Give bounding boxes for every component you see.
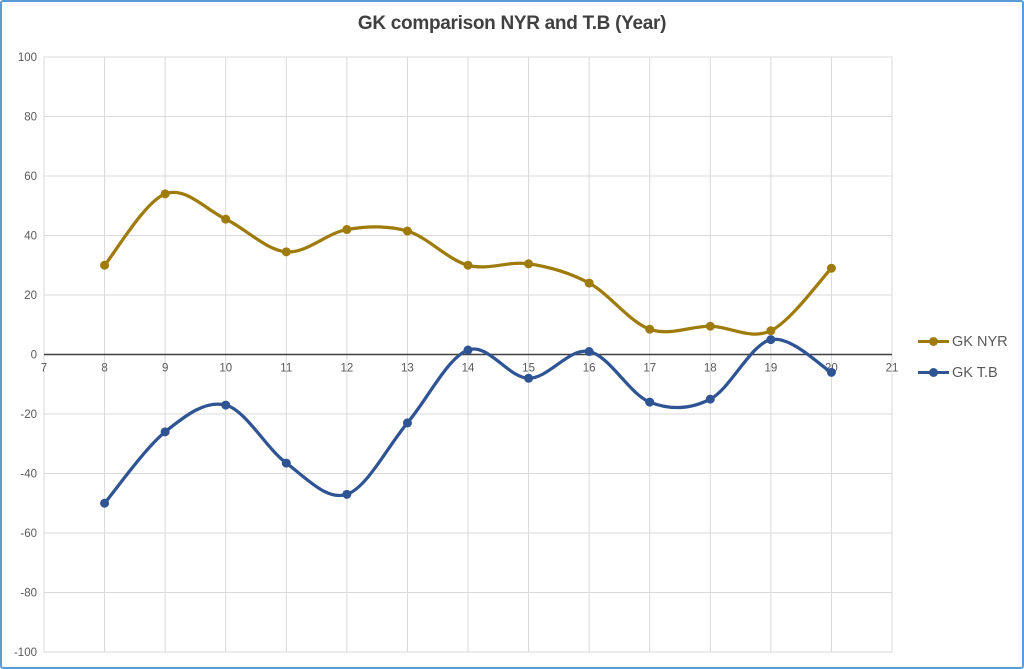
svg-text:9: 9 bbox=[162, 363, 168, 375]
svg-text:20: 20 bbox=[24, 290, 37, 302]
svg-text:7: 7 bbox=[41, 363, 47, 375]
svg-text:18: 18 bbox=[704, 363, 717, 375]
legend-label-gk-tb: GK T.B bbox=[952, 365, 998, 381]
svg-text:12: 12 bbox=[340, 363, 353, 375]
svg-text:17: 17 bbox=[643, 363, 656, 375]
svg-text:11: 11 bbox=[280, 363, 292, 375]
svg-text:8: 8 bbox=[101, 363, 107, 375]
svg-text:-60: -60 bbox=[20, 528, 37, 540]
legend-entry-gk-nyr: GK NYR bbox=[918, 331, 1008, 353]
svg-text:80: 80 bbox=[24, 112, 37, 124]
svg-text:100: 100 bbox=[18, 52, 37, 64]
svg-text:-20: -20 bbox=[20, 409, 37, 421]
svg-text:13: 13 bbox=[401, 363, 414, 375]
svg-text:21: 21 bbox=[886, 363, 899, 375]
legend-label-gk-nyr: GK NYR bbox=[952, 334, 1008, 350]
legend-entry-gk-tb: GK T.B bbox=[918, 362, 1008, 384]
svg-text:16: 16 bbox=[583, 363, 596, 375]
legend-marker-gk-nyr-icon bbox=[918, 337, 949, 347]
svg-text:15: 15 bbox=[522, 363, 535, 375]
svg-text:-40: -40 bbox=[20, 469, 37, 481]
svg-text:0: 0 bbox=[31, 350, 37, 362]
svg-text:60: 60 bbox=[24, 171, 37, 183]
svg-text:40: 40 bbox=[24, 231, 37, 243]
svg-text:-100: -100 bbox=[14, 647, 37, 659]
chart-legend: GK NYR GK T.B bbox=[918, 331, 1008, 384]
svg-text:19: 19 bbox=[764, 363, 777, 375]
svg-text:-80: -80 bbox=[20, 588, 37, 600]
svg-text:14: 14 bbox=[462, 363, 475, 375]
legend-marker-gk-tb-icon bbox=[918, 368, 949, 378]
chart-title: GK comparison NYR and T.B (Year) bbox=[357, 13, 667, 34]
svg-text:10: 10 bbox=[219, 363, 232, 375]
